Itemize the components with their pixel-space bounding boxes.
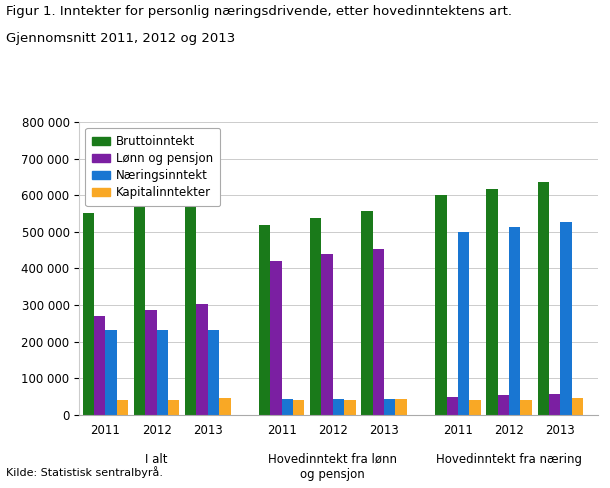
- Bar: [310, 218, 321, 415]
- Bar: [157, 329, 168, 415]
- Bar: [208, 329, 219, 415]
- Bar: [94, 316, 106, 415]
- Bar: [282, 399, 293, 415]
- Bar: [333, 399, 344, 415]
- Bar: [145, 310, 157, 415]
- Bar: [168, 400, 179, 415]
- Bar: [520, 400, 532, 415]
- Bar: [435, 195, 447, 415]
- Bar: [458, 232, 469, 415]
- Bar: [134, 206, 145, 415]
- Bar: [293, 400, 304, 415]
- Bar: [447, 396, 458, 415]
- Bar: [373, 249, 384, 415]
- Bar: [196, 305, 208, 415]
- Bar: [498, 395, 509, 415]
- Bar: [259, 225, 270, 415]
- Bar: [486, 188, 498, 415]
- Bar: [509, 226, 520, 415]
- Bar: [549, 394, 560, 415]
- Text: Gjennomsnitt 2011, 2012 og 2013: Gjennomsnitt 2011, 2012 og 2013: [6, 32, 235, 45]
- Bar: [560, 222, 572, 415]
- Bar: [361, 211, 373, 415]
- Bar: [185, 200, 196, 415]
- Text: Kilde: Statistisk sentralbyrå.: Kilde: Statistisk sentralbyrå.: [6, 467, 163, 478]
- Bar: [321, 254, 333, 415]
- Legend: Bruttoinntekt, Lønn og pensjon, Næringsinntekt, Kapitalinntekter: Bruttoinntekt, Lønn og pensjon, Næringsi…: [85, 128, 220, 206]
- Bar: [395, 399, 407, 415]
- Bar: [469, 400, 481, 415]
- Bar: [384, 399, 395, 415]
- Bar: [83, 213, 94, 415]
- Bar: [106, 329, 117, 415]
- Bar: [572, 398, 583, 415]
- Text: I alt: I alt: [145, 453, 168, 466]
- Text: Figur 1. Inntekter for personlig næringsdrivende, etter hovedinntektens art.: Figur 1. Inntekter for personlig nærings…: [6, 5, 512, 18]
- Bar: [344, 400, 356, 415]
- Text: Hovedinntekt fra lønn
og pensjon: Hovedinntekt fra lønn og pensjon: [268, 453, 397, 481]
- Text: Hovedinntekt fra næring: Hovedinntekt fra næring: [436, 453, 582, 466]
- Bar: [537, 183, 549, 415]
- Bar: [219, 398, 231, 415]
- Bar: [270, 261, 282, 415]
- Bar: [117, 400, 128, 415]
